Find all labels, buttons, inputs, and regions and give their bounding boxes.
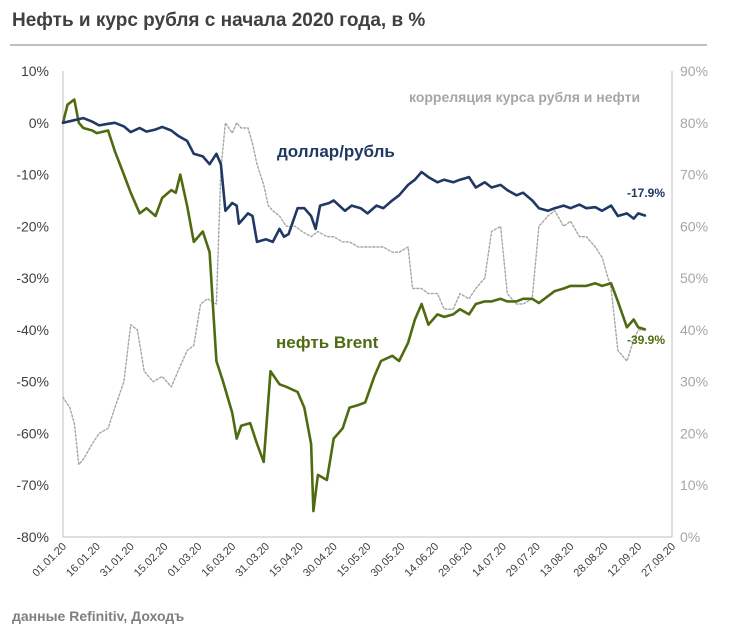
brent-series-label: нефть Brent bbox=[276, 333, 379, 352]
y-left-tick-label: -50% bbox=[16, 374, 49, 390]
y-right-tick-label: 50% bbox=[680, 270, 708, 286]
x-tick-label: 29.07.20 bbox=[504, 541, 543, 580]
chart-title: Нефть и курс рубля с начала 2020 года, в… bbox=[12, 10, 426, 31]
title-divider bbox=[10, 44, 707, 46]
x-tick-label: 14.07.20 bbox=[470, 541, 509, 580]
y-left-tick-label: -60% bbox=[16, 425, 49, 441]
x-tick-label: 30.05.20 bbox=[369, 541, 408, 580]
usdrub-series-label: доллар/рубль bbox=[277, 142, 395, 161]
y-right-tick-label: 60% bbox=[680, 218, 708, 234]
correlation-line bbox=[62, 122, 646, 466]
line-chart: 10% 0% -10% -20% -30% -40% -50% -60% -70% -80% 90%… bbox=[16, 63, 708, 580]
x-tick-label: 27.09.20 bbox=[639, 541, 678, 580]
usdrub-line bbox=[61, 116, 647, 244]
x-tick-label: 31.01.20 bbox=[98, 541, 137, 580]
x-tick-label: 28.08.20 bbox=[572, 541, 611, 580]
y-left-tick-label: -10% bbox=[16, 167, 49, 183]
brent-end-value-label: -39.9% bbox=[627, 333, 665, 347]
source-note: данные Refinitiv, Доходъ bbox=[12, 608, 185, 624]
x-tick-label: 29.06.20 bbox=[436, 541, 475, 580]
x-tick-label: 31.03.20 bbox=[233, 541, 272, 580]
usdrub-end-value-label: -17.9% bbox=[627, 186, 665, 200]
x-tick-label: 14.06.20 bbox=[403, 541, 442, 580]
x-tick-label: 01.01.20 bbox=[30, 541, 69, 580]
y-left-tick-label: -70% bbox=[16, 477, 49, 493]
correlation-series-label: корреляция курса рубля и нефти bbox=[409, 89, 640, 105]
y-right-tick-label: 40% bbox=[680, 322, 708, 338]
y-right-tick-label: 20% bbox=[680, 425, 708, 441]
x-tick-label: 15.05.20 bbox=[335, 541, 374, 580]
x-tick-label: 13.08.20 bbox=[538, 541, 577, 580]
x-tick-label: 01.03.20 bbox=[166, 541, 205, 580]
y-right-tick-label: 0% bbox=[680, 529, 700, 545]
y-left-tick-label: 0% bbox=[29, 115, 49, 131]
y-left-tick-label: 10% bbox=[21, 63, 49, 79]
brent-line bbox=[61, 98, 647, 513]
y-left-tick-label: -80% bbox=[16, 529, 49, 545]
y-left-tick-label: -40% bbox=[16, 322, 49, 338]
y-left-tick-label: -30% bbox=[16, 270, 49, 286]
y-right-tick-label: 30% bbox=[680, 374, 708, 390]
x-tick-label: 15.04.20 bbox=[267, 541, 306, 580]
y-right-tick-label: 80% bbox=[680, 115, 708, 131]
x-tick-label: 30.04.20 bbox=[301, 541, 340, 580]
y-right-tick-label: 70% bbox=[680, 167, 708, 183]
y-left-tick-label: -20% bbox=[16, 218, 49, 234]
x-tick-label: 12.09.20 bbox=[606, 541, 645, 580]
x-tick-label: 16.03.20 bbox=[200, 541, 239, 580]
y-right-tick-label: 10% bbox=[680, 477, 708, 493]
x-tick-label: 15.02.20 bbox=[132, 541, 171, 580]
y-right-tick-label: 90% bbox=[680, 63, 708, 79]
x-tick-label: 16.01.20 bbox=[64, 541, 103, 580]
